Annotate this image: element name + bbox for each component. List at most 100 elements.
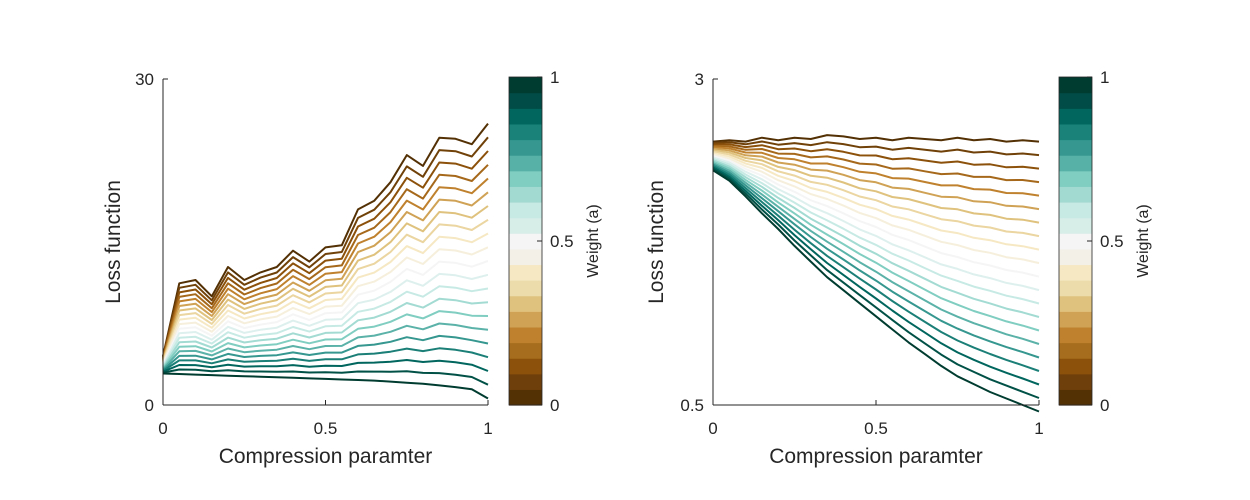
series-line-a0.65	[712, 159, 1040, 318]
series-line-a0.35	[162, 218, 489, 363]
colorbar-swatch	[509, 92, 542, 109]
colorbar-swatch	[1059, 77, 1092, 94]
series-line-a0.30	[712, 149, 1040, 224]
series-line-a0.70	[162, 310, 489, 369]
colorbar-swatch	[509, 248, 542, 266]
x-tick-label: 0	[158, 419, 167, 438]
colorbar-swatch	[1059, 170, 1092, 187]
x-tick-label: 1	[483, 419, 492, 438]
series-line-a1.00	[712, 169, 1040, 413]
series-line-a0.80	[712, 163, 1040, 359]
y-tick-label: 0.5	[680, 396, 704, 415]
series-line-a0.50	[162, 260, 489, 366]
colorbar-label: Weight (a)	[1135, 204, 1152, 278]
colorbar-swatch	[1059, 233, 1092, 250]
colorbar-swatch	[509, 108, 542, 125]
series-line-a0.60	[712, 157, 1040, 305]
colorbar-swatch	[1059, 326, 1092, 344]
colorbar-tick-label: 1	[1100, 68, 1109, 87]
colorbar-swatch	[1059, 139, 1092, 156]
colorbar-swatch	[1059, 155, 1092, 172]
series-line-a0.75	[162, 322, 489, 370]
colorbar-swatch	[1059, 92, 1092, 109]
series-line-a0.20	[712, 146, 1040, 197]
colorbar-tick-label: 0	[550, 396, 559, 415]
colorbar-swatch	[1059, 342, 1092, 359]
series-line-a0.75	[712, 162, 1040, 345]
colorbar-swatch	[509, 373, 542, 390]
colorbar-label: Weight (a)	[585, 204, 602, 278]
colorbar-swatch	[509, 201, 542, 219]
colorbar-swatch	[509, 358, 542, 375]
colorbar-swatch	[509, 280, 542, 297]
colorbar-swatch	[509, 139, 542, 156]
x-axis-label: Compression paramter	[219, 445, 433, 468]
y-axis-label: Loss function	[645, 180, 668, 304]
colorbar-swatch	[1059, 248, 1092, 266]
colorbar-swatch	[509, 264, 542, 281]
colorbar-swatch	[1059, 311, 1092, 328]
series-line-a0.25	[162, 191, 489, 361]
series-line-a0.45	[162, 246, 489, 365]
colorbar-tick-label: 1	[550, 68, 559, 87]
series-line-a1.00	[162, 372, 489, 400]
series-line-a0.85	[162, 347, 489, 372]
colorbar-swatch	[1059, 186, 1092, 203]
series-line-a0.15	[712, 144, 1040, 184]
colorbar-swatch	[509, 389, 542, 406]
x-axis-label: Compression paramter	[769, 445, 983, 468]
series-line-a0.05	[162, 136, 489, 358]
colorbar-swatch	[1059, 217, 1092, 234]
colorbar-swatch	[1059, 108, 1092, 125]
series-line-a0.90	[162, 359, 489, 373]
colorbar-swatch	[1059, 295, 1092, 312]
series-line-a0.00	[162, 122, 489, 357]
series-line-a0.55	[712, 156, 1040, 292]
series-line-a0.55	[162, 272, 489, 367]
colorbar-swatch	[509, 233, 542, 250]
colorbar-swatch	[1059, 123, 1092, 141]
colorbar-swatch	[509, 217, 542, 234]
y-tick-label: 0	[145, 396, 154, 415]
series-line-a0.90	[712, 166, 1040, 386]
colorbar-swatch	[1059, 373, 1092, 390]
series-line-a0.35	[712, 150, 1040, 238]
colorbar-swatch	[509, 123, 542, 141]
colorbar-swatch	[1059, 280, 1092, 297]
y-tick-label: 30	[135, 70, 154, 89]
series-line-a0.20	[162, 177, 489, 360]
series-line-a0.50	[712, 154, 1040, 278]
colorbar-swatch	[509, 326, 542, 344]
colorbar: 0 0.5 1 Weight (a)	[508, 68, 602, 415]
colorbar-tick-label: 0.5	[1100, 232, 1124, 251]
series-line-a0.45	[712, 153, 1040, 265]
colorbar-tick-label: 0.5	[550, 232, 574, 251]
series-line-a0.00	[712, 134, 1040, 143]
colorbar-tick-label: 0	[1100, 396, 1109, 415]
colorbar-swatch	[1059, 389, 1092, 406]
x-tick-label: 0.5	[864, 419, 888, 438]
colorbar-swatch	[1059, 358, 1092, 375]
y-axis-label: Loss function	[102, 180, 125, 304]
colorbar-swatch	[509, 295, 542, 312]
series-line-a0.40	[162, 232, 489, 364]
series-line-a0.30	[162, 205, 489, 362]
series-line-a0.95	[162, 368, 489, 386]
series-line-a0.65	[162, 297, 489, 368]
x-tick-label: 0.5	[314, 419, 338, 438]
series-line-a0.95	[712, 167, 1040, 399]
series-line-a0.85	[712, 165, 1040, 372]
colorbar-swatch	[509, 186, 542, 203]
colorbar-swatch	[509, 155, 542, 172]
series-line-a0.10	[162, 150, 489, 359]
series-line-a0.15	[162, 164, 489, 359]
chart-panel-2: 0 0.5 1 0.5 3 Compression paramter Loss functi…	[645, 68, 1152, 468]
y-tick-label: 3	[695, 70, 704, 89]
series-line-a0.05	[712, 140, 1040, 157]
colorbar-swatch	[1059, 201, 1092, 219]
colorbar-swatch	[509, 311, 542, 328]
colorbar-swatch	[509, 342, 542, 359]
colorbar: 0 0.5 1 Weight (a)	[1058, 68, 1152, 415]
series-line-a0.25	[712, 147, 1040, 211]
